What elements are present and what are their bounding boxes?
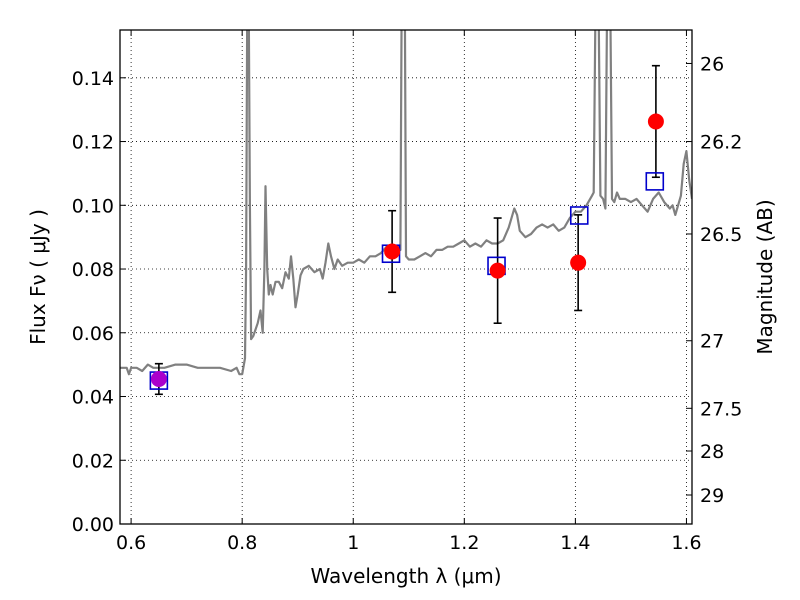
observed-flux-point [150,370,167,387]
y-tick-label: 0.06 [72,323,114,345]
y-axis-label: Flux Fν ( μJy ) [26,209,50,345]
right-tick-label: 28 [700,441,724,463]
x-tick-label: 1.2 [449,532,479,554]
x-tick-label: 1.4 [560,532,590,554]
right-tick-label: 26.2 [700,132,742,154]
y-tick-label: 0.04 [72,387,114,409]
x-tick-label: 0.8 [227,532,257,554]
right-tick-label: 29 [700,485,724,507]
right-tick-label: 27 [700,331,724,353]
observed-flux-point [489,262,506,279]
model-spectrum-line [120,30,692,376]
plot-frame [119,29,693,525]
plot-area [120,30,692,396]
synthetic-photometry-square [645,172,665,191]
x-axis-label: Wavelength λ (μm) [310,564,501,588]
synthetic-photometry-square [569,206,589,225]
y-tick-label: 0.00 [72,514,114,536]
observed-flux-point [647,113,664,130]
y-tick-label: 0.10 [72,195,114,217]
observed-flux-point [384,243,401,260]
y-tick-label: 0.08 [72,259,114,281]
axis-ticks: 0.6 0.8 1 1.2 1.4 1.6 0.00 0.02 0.04 0.06 0.08 0.10… [72,30,742,554]
right-tick-label: 26.5 [700,224,742,246]
x-tick-label: 1.6 [671,532,701,554]
right-axis-label: Magnitude (AB) [753,199,777,354]
right-tick-label: 27.5 [700,398,742,420]
x-tick-label: 0.6 [116,532,146,554]
y-tick-label: 0.14 [72,68,114,90]
y-tick-label: 0.12 [72,132,114,154]
y-tick-label: 0.02 [72,450,114,472]
x-tick-label: 1 [347,532,359,554]
right-tick-label: 26 [700,53,724,75]
observed-flux-point [570,254,587,271]
